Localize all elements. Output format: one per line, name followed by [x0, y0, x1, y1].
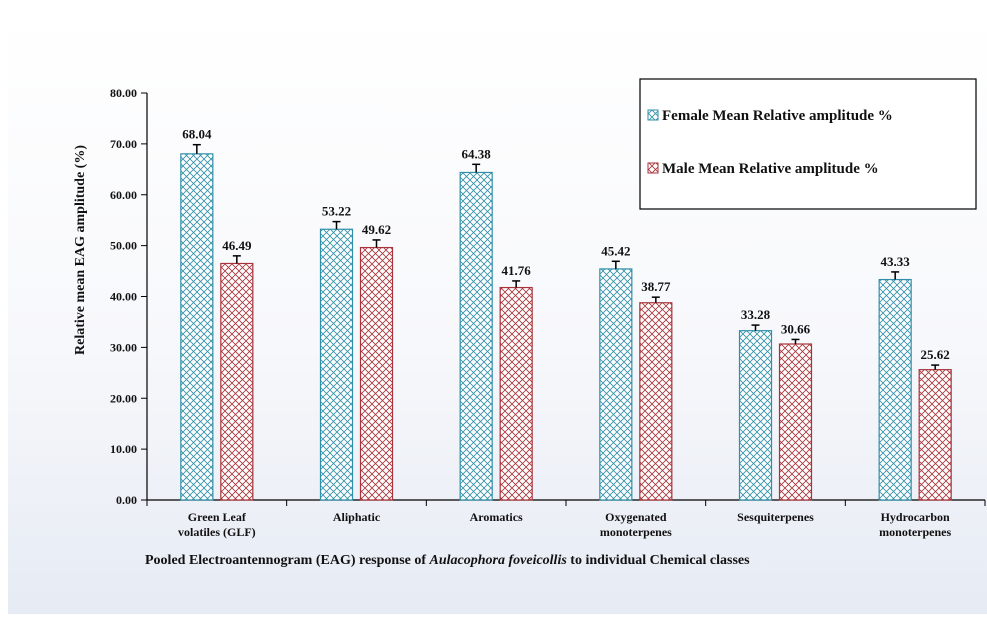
legend-swatch-female — [647, 109, 659, 121]
y-tick-label: 50.00 — [110, 239, 137, 253]
y-tick-label: 0.00 — [116, 493, 137, 507]
data-label-male: 25.62 — [921, 347, 950, 362]
y-tick-label: 40.00 — [110, 290, 137, 304]
bar-female — [878, 278, 912, 501]
bar-female — [180, 153, 214, 501]
x-tick-label-line: Aliphatic — [333, 510, 381, 524]
data-label-female: 43.33 — [881, 254, 911, 269]
x-tick-label: Aromatics — [470, 510, 523, 524]
bar-chart: 0.00 10.00 20.00 30.00 40.00 50.00 60.00 70.00 8… — [73, 78, 986, 568]
bar-male — [639, 302, 673, 501]
x-tick-label: Sesquiterpenes — [737, 510, 814, 524]
x-tick-label: Hydrocarbon monoterpenes — [879, 510, 951, 539]
data-label-male: 49.62 — [362, 222, 391, 237]
x-tick-label-line: Oxygenated — [605, 510, 667, 524]
legend-swatch-male — [647, 162, 659, 174]
x-tick-label-line: monoterpenes — [600, 525, 672, 539]
x-axis-title-suffix: to individual Chemical classes — [567, 553, 750, 568]
bar-male — [359, 246, 394, 501]
x-tick-label-line: Aromatics — [470, 510, 523, 524]
data-label-female: 68.04 — [182, 127, 212, 142]
data-label-female: 45.42 — [601, 243, 630, 258]
x-tick-label: Oxygenated monoterpenes — [600, 510, 672, 539]
bar-male — [918, 369, 952, 501]
data-label-female: 53.22 — [322, 204, 351, 219]
x-tick-label-line: Sesquiterpenes — [737, 510, 814, 524]
y-axis-label: Relative mean EAG amplitude (%) — [73, 145, 88, 355]
data-label-male: 30.66 — [781, 321, 811, 336]
x-tick-label-line: Hydrocarbon — [881, 510, 950, 524]
x-tick-label-line: Green Leaf — [188, 510, 247, 524]
bar-female — [738, 330, 773, 501]
x-tick-label: Green Leaf volatiles (GLF) — [178, 510, 256, 539]
y-tick-label: 70.00 — [110, 137, 137, 151]
x-tick-label: Aliphatic — [333, 510, 381, 524]
data-label-female: 33.28 — [741, 307, 771, 322]
legend-label-female: Female Mean Relative amplitude % — [662, 108, 893, 124]
x-axis-title-species: Aulacophora foveicollis — [429, 553, 568, 568]
y-tick-label: 80.00 — [110, 86, 137, 100]
legend-box — [639, 78, 977, 210]
bar-male — [220, 262, 254, 501]
y-tick-label: 20.00 — [110, 391, 137, 405]
data-label-male: 41.76 — [502, 263, 532, 278]
x-axis-title: Pooled Electroantennogram (EAG) response… — [145, 553, 750, 568]
bar-female — [319, 228, 354, 501]
chart-area: 0.00 10.00 20.00 30.00 40.00 50.00 60.00 70.00 8… — [8, 12, 987, 614]
x-tick-label-line: volatiles (GLF) — [178, 525, 256, 539]
legend-label-male: Male Mean Relative amplitude % — [662, 161, 879, 177]
y-tick-label: 10.00 — [110, 442, 137, 456]
data-label-male: 38.77 — [641, 279, 671, 294]
bar-female — [459, 171, 493, 501]
legend: Female Mean Relative amplitude % Male Me… — [639, 78, 977, 210]
bar-male — [778, 343, 813, 501]
data-label-male: 46.49 — [222, 238, 252, 253]
y-tick-label: 30.00 — [110, 340, 137, 354]
bar-male — [499, 286, 533, 501]
bar-female — [599, 268, 633, 501]
x-tick-label-line: monoterpenes — [879, 525, 951, 539]
data-label-female: 64.38 — [462, 146, 492, 161]
x-axis-title-prefix: Pooled Electroantennogram (EAG) response… — [145, 553, 430, 568]
y-tick-label: 60.00 — [110, 188, 137, 202]
